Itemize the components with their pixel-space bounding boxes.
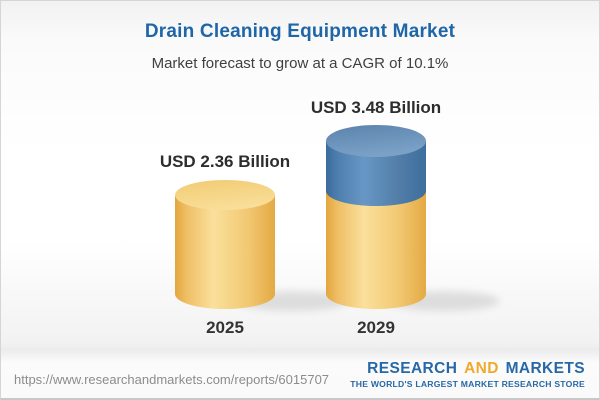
cylinder-bar-2025 [175,180,275,309]
logo-tagline: THE WORLD'S LARGEST MARKET RESEARCH STOR… [350,379,585,389]
cylinder-2029-base-segment [326,191,426,309]
report-url: https://www.researchandmarkets.com/repor… [14,372,330,387]
value-label-2025: USD 2.36 Billion [159,152,291,171]
logo-word-research: RESEARCH [367,360,458,377]
cylinder-2025-top [175,180,275,210]
category-label-2029: 2029 [357,318,395,337]
value-label-2029: USD 3.48 Billion [310,98,442,117]
page-title: Drain Cleaning Equipment Market [144,21,456,42]
cylinder-2025-body [175,195,275,309]
logo-word-and: AND [464,360,499,377]
page-subtitle: Market forecast to grow at a CAGR of 10.… [151,55,449,72]
category-label-2025: 2025 [206,318,244,337]
logo-wordmark: RESEARCH AND MARKETS [367,360,585,378]
research-and-markets-logo: RESEARCH AND MARKETS THE WORLD'S LARGEST… [350,360,585,389]
cylinder-2029-growth-segment [326,141,426,206]
cylinder-bar-2029 [326,125,426,309]
logo-word-markets: MARKETS [505,360,585,377]
cylinder-2029-top [326,125,426,157]
